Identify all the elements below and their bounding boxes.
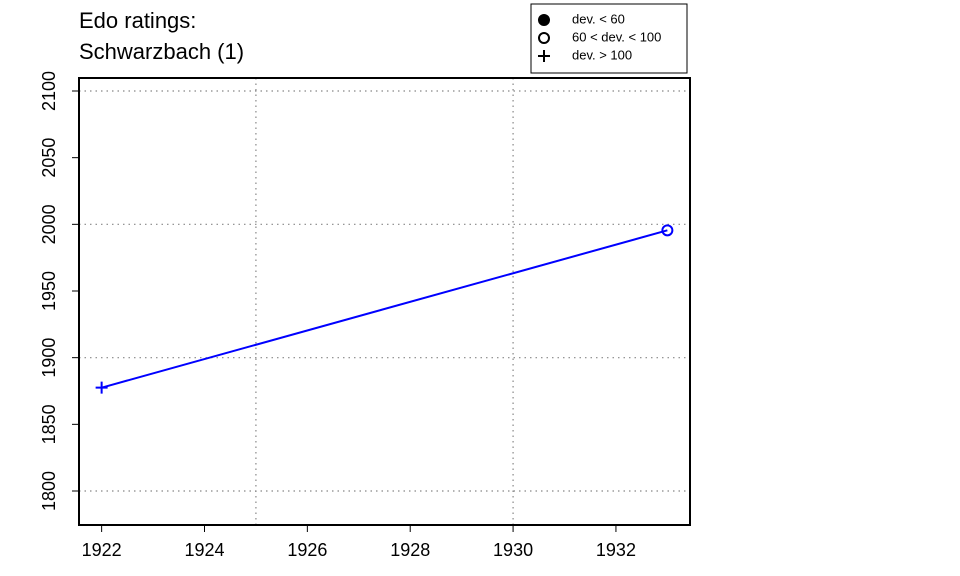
legend-box [530, 3, 688, 74]
x-tick-label: 1922 [82, 540, 122, 560]
marker [538, 14, 550, 26]
y-tick-label: 2100 [39, 71, 59, 111]
y-tick-label: 1900 [39, 338, 59, 378]
chart-title: Edo ratings: [79, 8, 196, 33]
x-tick-label: 1926 [287, 540, 327, 560]
y-tick-label: 2050 [39, 138, 59, 178]
chart-subtitle: Schwarzbach (1) [79, 39, 244, 64]
x-tick-label: 1928 [390, 540, 430, 560]
legend-label: dev. > 100 [572, 47, 632, 62]
y-tick-label: 1800 [39, 471, 59, 511]
x-tick-label: 1924 [184, 540, 224, 560]
plot-frame [78, 77, 691, 526]
marker [538, 50, 550, 62]
y-tick-label: 1850 [39, 404, 59, 444]
marker [95, 381, 108, 394]
marker [661, 224, 674, 237]
y-tick-label: 1950 [39, 271, 59, 311]
legend-label: dev. < 60 [572, 11, 625, 26]
x-tick-label: 1930 [493, 540, 533, 560]
x-tick-label: 1932 [596, 540, 636, 560]
marker [538, 32, 550, 44]
line [101, 229, 668, 389]
y-tick-label: 2000 [39, 204, 59, 244]
legend-label: 60 < dev. < 100 [572, 29, 661, 44]
